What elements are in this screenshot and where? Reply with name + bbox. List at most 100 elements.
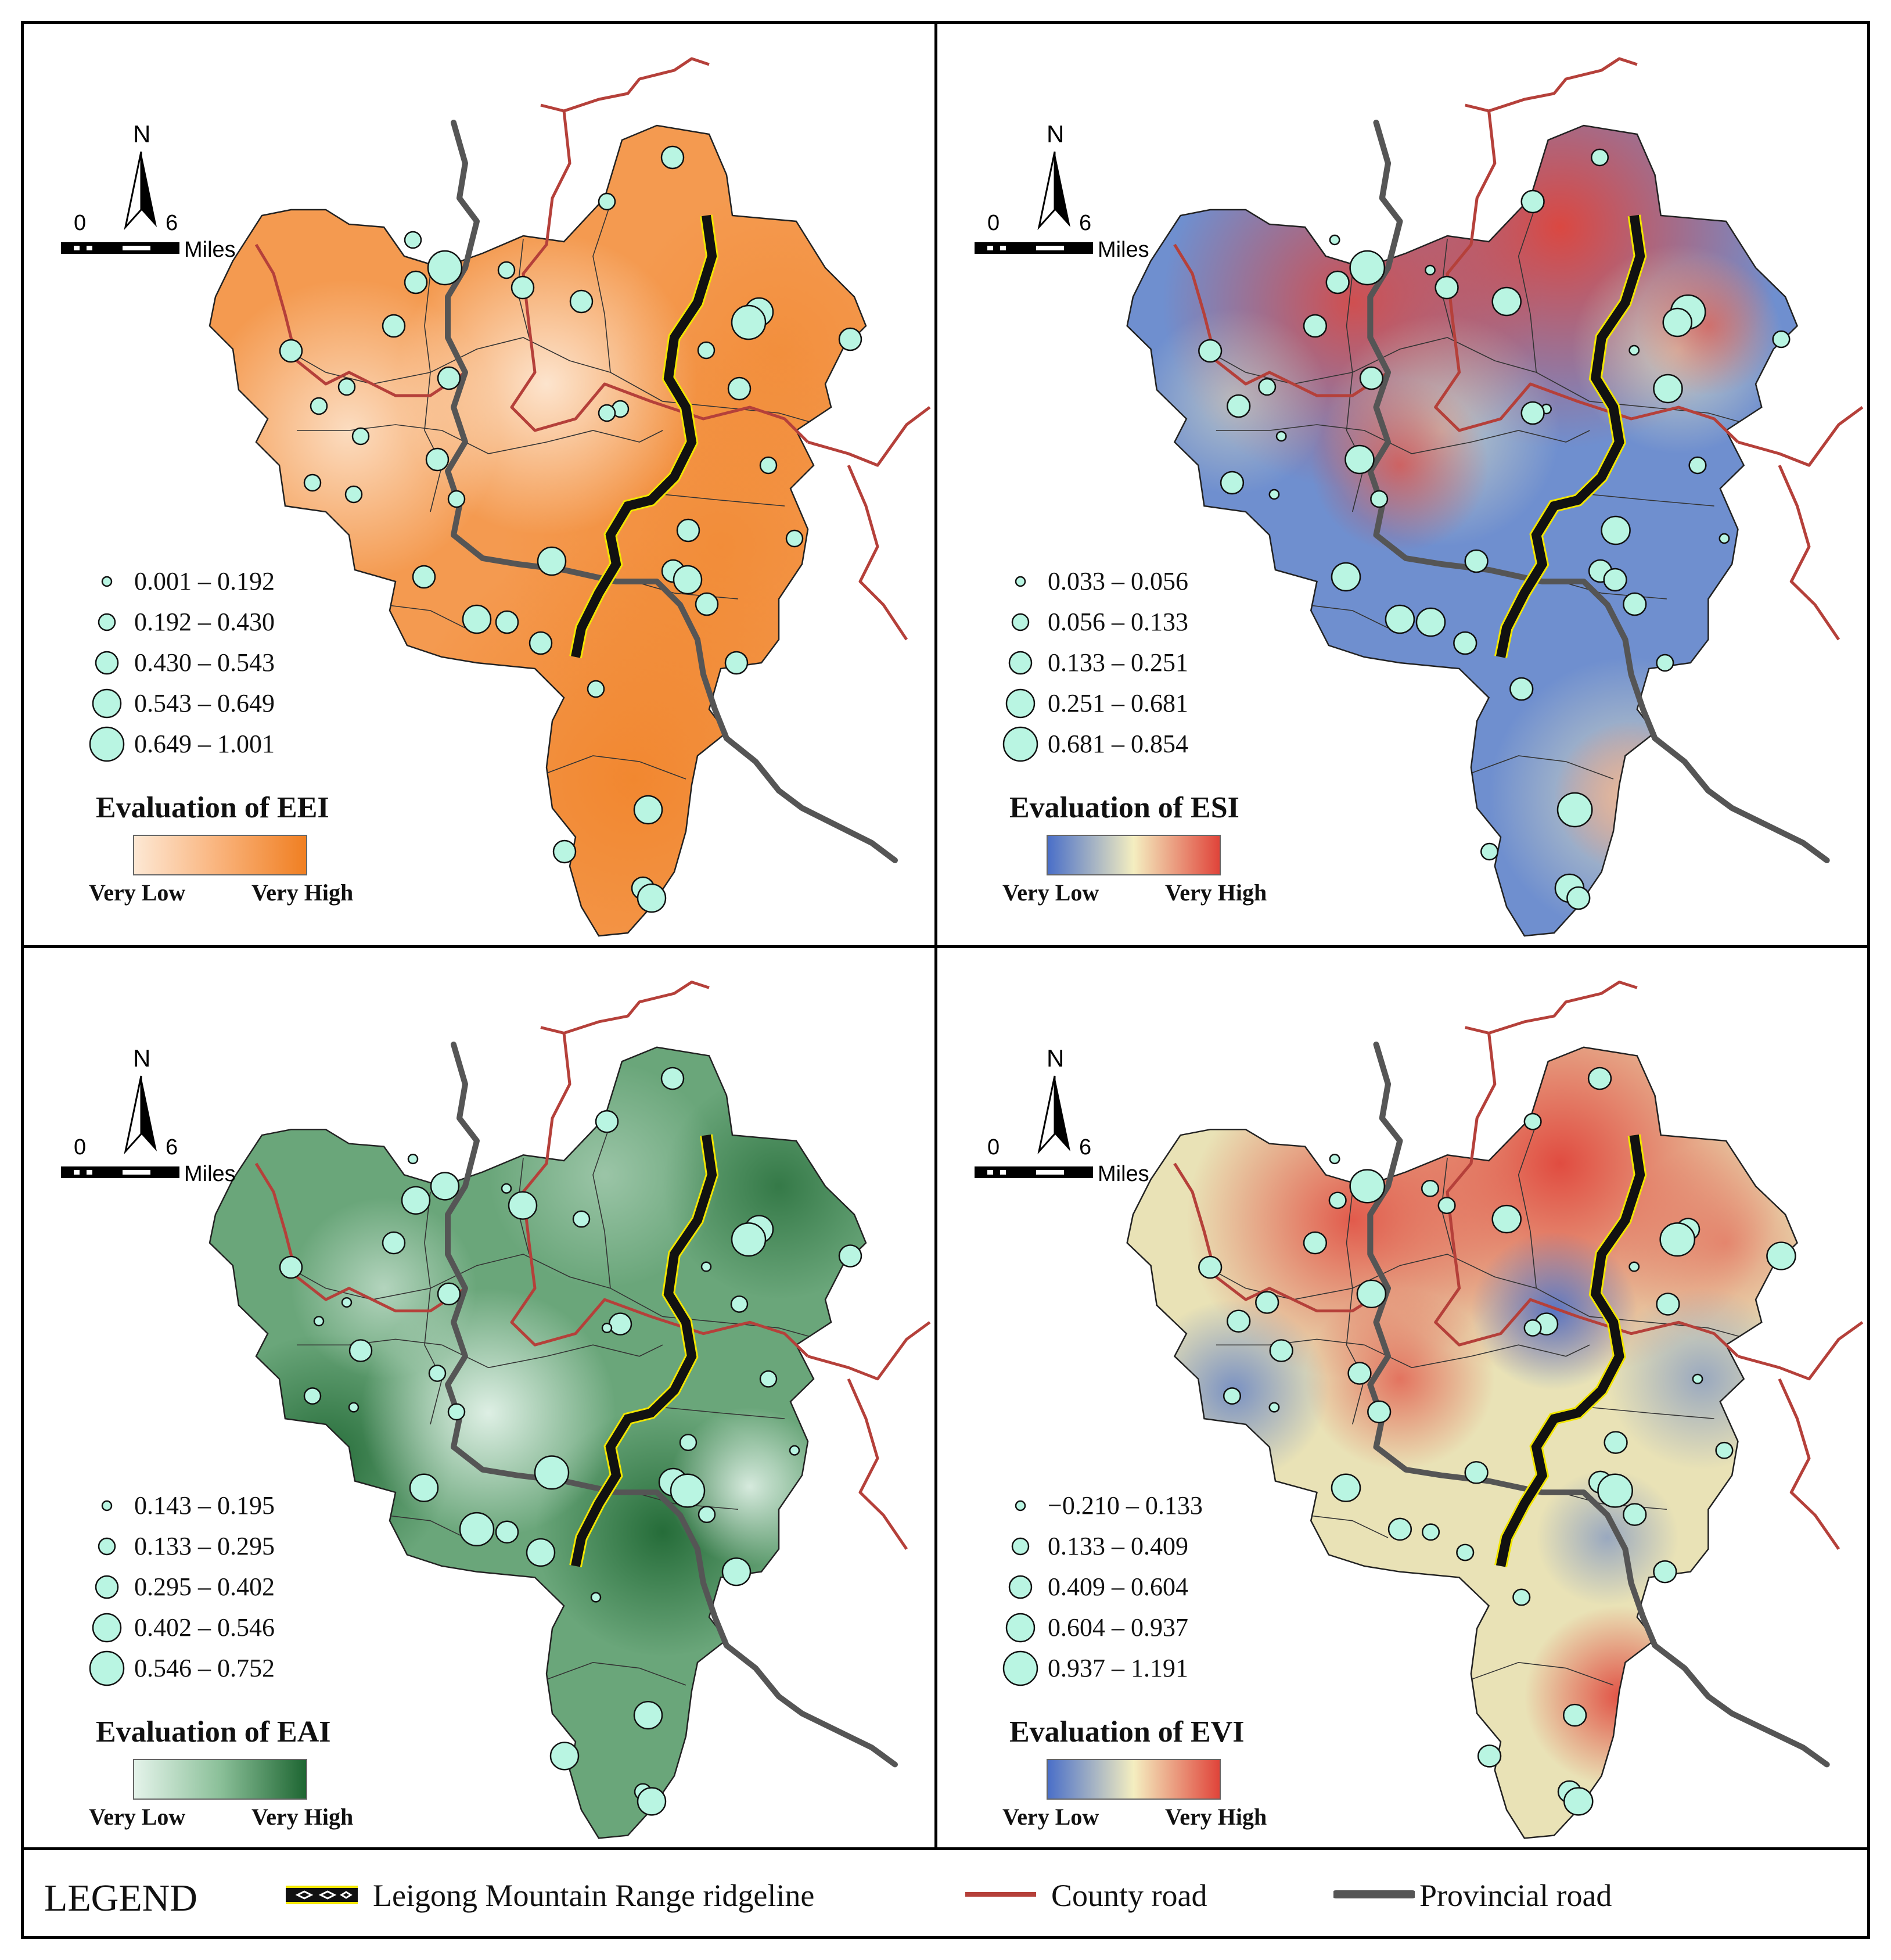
horizontal-divider [24, 945, 1867, 948]
sample-point [412, 565, 436, 589]
class-symbol [1015, 576, 1026, 587]
sample-point [1415, 607, 1446, 637]
sample-point [1628, 1261, 1640, 1272]
sample-point [1367, 1400, 1392, 1424]
north-arrow-icon [1037, 151, 1070, 231]
sample-point [1227, 1309, 1251, 1333]
provincial-road-symbol [1333, 1890, 1415, 1898]
sample-point [1456, 1543, 1475, 1561]
sample-point [1220, 471, 1245, 495]
color-ramp [133, 1759, 307, 1800]
map-panel-evi: N 0 6 Miles −0.210 – 0.133 0.133 – 0.409 0.409… [937, 948, 1867, 1847]
ramp-low-label: Very Low [1002, 1804, 1099, 1830]
sample-point [313, 1316, 325, 1327]
sample-point [1520, 401, 1545, 425]
class-label: 0.604 – 0.937 [1048, 1613, 1188, 1642]
north-arrow-icon [124, 151, 157, 231]
sample-point [407, 1154, 419, 1165]
sample-point [1255, 1291, 1279, 1314]
north-arrow-icon [124, 1075, 157, 1155]
sample-point [341, 1297, 353, 1308]
class-symbol [1002, 726, 1038, 762]
scale-unit: Miles [184, 238, 236, 262]
class-symbol [92, 1613, 122, 1643]
class-label: 0.937 – 1.191 [1048, 1654, 1188, 1682]
sample-point [495, 610, 519, 634]
class-label: 0.033 – 0.056 [1048, 567, 1188, 595]
map-eei [208, 57, 931, 937]
sample-point [303, 473, 322, 492]
ridgeline [1495, 1134, 1645, 1567]
panel-title: Evaluation of EEI [96, 791, 329, 824]
class-label: 0.056 – 0.133 [1048, 608, 1188, 636]
class-symbol [89, 726, 125, 762]
county-road [1173, 1162, 1389, 1313]
sample-point [1523, 1319, 1542, 1337]
class-symbol [1005, 688, 1036, 719]
north-arrow-icon [1037, 1075, 1070, 1155]
sample-point [700, 1261, 712, 1272]
class-label: 0.001 – 0.192 [134, 567, 275, 595]
scale-bar [61, 1166, 179, 1178]
scale-unit: Miles [1098, 1162, 1149, 1186]
class-label: 0.143 – 0.195 [134, 1491, 275, 1520]
ridgeline [1495, 214, 1645, 658]
sample-point [430, 1172, 460, 1201]
ramp-low-label: Very Low [89, 1804, 186, 1830]
vertical-divider [934, 24, 937, 1847]
sample-point [501, 1183, 512, 1194]
scale-bar [975, 1166, 1093, 1178]
class-label: 0.133 – 0.409 [1048, 1532, 1188, 1560]
sample-point [1623, 1503, 1647, 1526]
sample-point [1715, 1441, 1734, 1459]
county-road [847, 1378, 908, 1550]
sample-point [670, 1473, 706, 1508]
sample-point [1562, 1703, 1587, 1727]
sample-point [409, 1473, 439, 1502]
ramp-low-label: Very Low [89, 880, 186, 906]
sample-point [462, 604, 492, 634]
legend-heading: LEGEND [44, 1877, 197, 1919]
scale-zero: 0 [987, 211, 1000, 235]
sample-point [1453, 631, 1477, 655]
sample-point [789, 1445, 800, 1456]
sample-point [1719, 533, 1730, 544]
class-symbol [98, 613, 116, 631]
sample-point [1303, 314, 1328, 338]
sample-point [1623, 592, 1647, 616]
ridgeline-label: Leigong Mountain Range ridgeline [373, 1878, 815, 1913]
sample-point [1356, 1279, 1387, 1309]
ridgeline [571, 214, 717, 658]
provincial-road-label: Provincial road [1419, 1878, 1612, 1913]
sample-point [695, 592, 719, 616]
sample-point [1349, 250, 1386, 286]
ramp-high-label: Very High [1165, 880, 1267, 906]
sample-point [572, 1210, 591, 1228]
county-road [540, 981, 710, 1035]
class-label: 0.681 – 0.854 [1048, 730, 1188, 758]
sample-point [730, 1295, 749, 1313]
sample-point [279, 339, 303, 363]
sample-point [673, 565, 703, 595]
sample-point [1692, 1373, 1703, 1384]
sample-point [529, 631, 553, 655]
class-symbol [101, 1500, 113, 1512]
map-panel-eei: N 0 6 Miles 0.001 – 0.192 0.192 – 0.430 0.430 … [24, 24, 934, 945]
class-label: 0.192 – 0.430 [134, 608, 275, 636]
sample-point [1331, 1473, 1361, 1502]
sample-point [637, 883, 667, 913]
class-symbol [1011, 1537, 1030, 1556]
class-label: 0.402 – 0.546 [134, 1613, 275, 1642]
sample-point [679, 1434, 698, 1451]
sample-point [1520, 189, 1545, 214]
sample-point [1656, 654, 1674, 672]
scale-zero: 0 [74, 1135, 87, 1160]
sample-point [337, 378, 356, 396]
class-label: 0.649 – 1.001 [134, 730, 275, 758]
color-ramp [133, 835, 307, 875]
scale-unit: Miles [1098, 238, 1149, 262]
provincial-road [445, 120, 898, 863]
sample-point [534, 1455, 570, 1490]
sample-point [279, 1255, 303, 1279]
sample-point [447, 490, 466, 508]
